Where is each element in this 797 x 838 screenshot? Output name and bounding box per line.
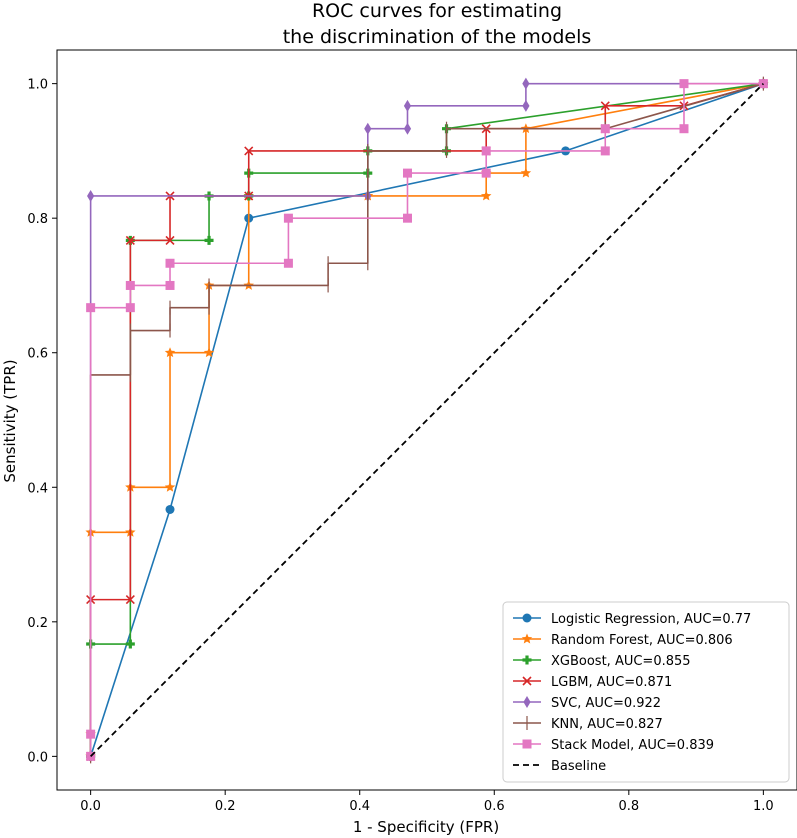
data-point [402, 213, 412, 223]
data-point [125, 595, 135, 605]
legend-swatch-marker [522, 655, 532, 665]
legend-swatch-marker [521, 633, 533, 644]
data-point [204, 235, 214, 245]
data-point [125, 303, 135, 313]
series-line [89, 82, 764, 757]
legend-item: Baseline [513, 759, 606, 774]
data-point [481, 168, 491, 178]
legend-item: XGBoost, AUC=0.855 [513, 654, 691, 669]
data-point [600, 124, 610, 134]
data-point [758, 79, 768, 89]
chart-title-line-1: ROC curves for estimating [312, 0, 562, 22]
data-point [600, 146, 610, 156]
data-point [165, 258, 175, 268]
data-point [203, 347, 215, 358]
data-point [86, 729, 96, 739]
legend-item: SVC, AUC=0.922 [513, 696, 661, 711]
data-point [164, 481, 176, 492]
legend-swatch-marker [522, 613, 532, 623]
legend-label: Baseline [551, 759, 606, 774]
data-point [165, 504, 175, 514]
x-tick-label: 0.2 [215, 799, 236, 814]
legend: Logistic Regression, AUC=0.77 Random Fore… [502, 601, 790, 783]
legend-swatch-marker [522, 739, 532, 749]
x-tick-label: 0.6 [484, 799, 505, 814]
data-point [87, 189, 95, 202]
data-point [164, 347, 176, 358]
data-point [522, 77, 530, 90]
y-tick-label: 0.6 [27, 347, 48, 362]
legend-label: Logistic Regression, AUC=0.77 [551, 612, 751, 627]
y-tick-label: 0.4 [27, 481, 48, 496]
legend-swatch-marker [522, 676, 532, 686]
data-point [600, 101, 610, 111]
legend-item: Stack Model, AUC=0.839 [513, 738, 714, 753]
legend-box [502, 601, 790, 783]
series-layer [85, 76, 769, 764]
data-point [165, 235, 175, 245]
series-line [90, 83, 764, 757]
data-point [520, 167, 532, 178]
series-7 [90, 83, 764, 757]
data-point [283, 258, 293, 268]
data-point [402, 168, 412, 178]
x-axis-ticks: 0.0 0.2 0.4 0.6 0.8 1.0 [80, 790, 774, 814]
data-point [679, 124, 689, 134]
data-point [679, 79, 689, 89]
legend-label: KNN, AUC=0.827 [551, 717, 663, 732]
x-tick-label: 0.4 [349, 799, 370, 814]
x-tick-label: 0.8 [618, 799, 639, 814]
legend-label: Stack Model, AUC=0.839 [551, 738, 714, 753]
data-point [125, 280, 135, 290]
data-point [480, 190, 492, 201]
x-tick-label: 1.0 [753, 799, 774, 814]
plot-frame [56, 49, 797, 791]
y-axis-label: Sensitivity (TPR) [1, 359, 19, 482]
legend-label: SVC, AUC=0.922 [551, 696, 661, 711]
data-point [86, 303, 96, 313]
y-tick-label: 0.2 [27, 616, 48, 631]
legend-item: Logistic Regression, AUC=0.77 [513, 612, 751, 627]
data-point [125, 639, 135, 649]
legend-label: Random Forest, AUC=0.806 [551, 633, 733, 648]
y-tick-label: 0.0 [27, 750, 48, 765]
x-axis-label: 1 - Specificity (FPR) [353, 818, 499, 836]
data-point [244, 146, 254, 156]
data-point [283, 213, 293, 223]
data-point [481, 146, 491, 156]
legend-swatch-marker [523, 696, 531, 708]
x-tick-label: 0.0 [80, 799, 101, 814]
y-axis-ticks: 0.0 0.2 0.4 0.6 0.8 1.0 [27, 78, 57, 765]
data-point [403, 99, 412, 112]
data-point [165, 280, 175, 290]
data-point [403, 122, 412, 135]
data-point [364, 122, 372, 135]
chart-title-line-2: the discrimination of the models [283, 26, 592, 48]
series-line [89, 82, 764, 757]
y-tick-label: 1.0 [27, 78, 48, 93]
legend-label: XGBoost, AUC=0.855 [551, 654, 691, 669]
data-point [125, 235, 135, 245]
series-6 [86, 79, 768, 761]
legend-item: KNN, AUC=0.827 [513, 716, 663, 732]
legend-item: LGBM, AUC=0.871 [513, 675, 672, 690]
legend-label: LGBM, AUC=0.871 [551, 675, 672, 690]
data-point [86, 751, 96, 761]
data-point [522, 99, 530, 112]
legend-item: Random Forest, AUC=0.806 [513, 633, 733, 648]
y-tick-label: 0.8 [27, 212, 48, 227]
